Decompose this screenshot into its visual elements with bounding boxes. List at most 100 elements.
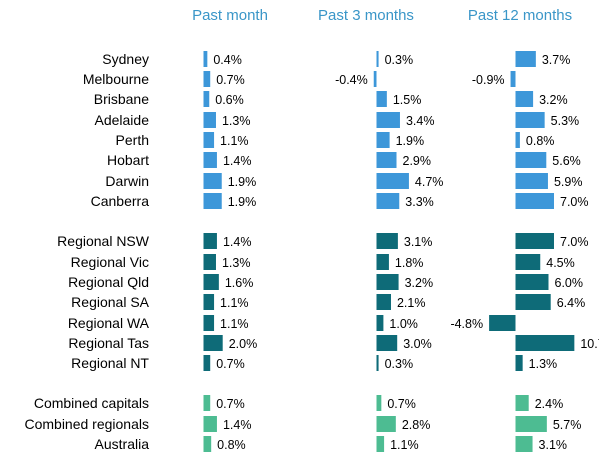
bar-past-12-months-hobart [515, 152, 547, 168]
value-label-past-month-regional-sa: 1.1% [220, 296, 249, 310]
region-label-sydney: Sydney [102, 51, 149, 67]
bar-past-12-months-canberra [515, 193, 554, 209]
value-label-past-12-months-regional-nsw: 7.0% [560, 235, 589, 249]
bar-past-12-months-regional-sa [515, 294, 551, 310]
bar-past-month-regional-tas [203, 335, 223, 351]
bar-past-3-months-regional-vic [376, 254, 389, 270]
panel-headers: Past month Past 3 months Past 12 months [192, 7, 572, 24]
bar-past-12-months-regional-nt [515, 355, 523, 371]
value-label-past-month-hobart: 1.4% [223, 154, 252, 168]
region-label-regional-nsw: Regional NSW [57, 233, 150, 249]
bar-past-month-perth [203, 132, 215, 148]
bar-past-12-months-regional-tas [515, 335, 575, 351]
bar-past-month-regional-sa [203, 294, 215, 310]
bar-past-month-sydney [203, 51, 208, 67]
value-label-past-3-months-hobart: 2.9% [403, 154, 432, 168]
bar-past-3-months-regional-wa [376, 315, 384, 331]
value-label-past-month-regional-vic: 1.3% [222, 256, 251, 270]
value-label-past-3-months-brisbane: 1.5% [393, 93, 422, 107]
value-label-past-month-combined-regionals: 1.4% [223, 418, 252, 432]
bar-past-12-months-sydney [515, 51, 536, 67]
value-label-past-3-months-regional-tas: 3.0% [403, 337, 432, 351]
bar-past-3-months-regional-nt [376, 355, 379, 371]
value-label-past-12-months-adelaide: 5.3% [551, 114, 580, 128]
region-label-regional-sa: Regional SA [71, 294, 149, 310]
bar-past-12-months-brisbane [515, 91, 534, 107]
bar-past-3-months-regional-tas [376, 335, 398, 351]
bar-past-3-months-brisbane [376, 91, 387, 107]
value-label-past-12-months-regional-qld: 6.0% [555, 276, 584, 290]
bar-past-month-regional-nsw [203, 233, 217, 249]
value-label-past-month-darwin: 1.9% [228, 175, 256, 189]
value-label-past-3-months-combined-regionals: 2.8% [402, 418, 431, 432]
panel-header-past-3-months: Past 3 months [318, 7, 414, 24]
bar-past-month-canberra [203, 193, 222, 209]
region-label-combined-capitals: Combined capitals [34, 395, 149, 411]
region-label-brisbane: Brisbane [94, 91, 149, 107]
region-label-perth: Perth [116, 132, 149, 148]
bar-past-month-regional-nt [203, 355, 211, 371]
region-label-regional-vic: Regional Vic [71, 254, 149, 270]
value-label-past-3-months-regional-nsw: 3.1% [404, 235, 433, 249]
value-label-past-month-combined-capitals: 0.7% [216, 397, 245, 411]
value-label-past-3-months-regional-wa: 1.0% [389, 317, 418, 331]
panel-past-month: 0.4% 0.7% 0.6% 1.3% 1.1% 1.4% 1.9% 1.9% 1.4% 1.3%… [203, 51, 257, 452]
value-label-past-3-months-regional-nt: 0.3% [385, 357, 414, 371]
bar-past-month-regional-wa [203, 315, 215, 331]
region-label-hobart: Hobart [107, 152, 149, 168]
region-label-regional-qld: Regional Qld [68, 274, 149, 290]
value-label-past-3-months-regional-vic: 1.8% [395, 256, 424, 270]
value-label-past-month-brisbane: 0.6% [215, 93, 244, 107]
bar-past-3-months-regional-qld [376, 274, 399, 290]
value-label-past-3-months-regional-qld: 3.2% [405, 276, 434, 290]
bar-past-12-months-adelaide [515, 112, 545, 128]
value-label-past-month-sydney: 0.4% [213, 53, 242, 67]
bar-past-3-months-melbourne [373, 71, 377, 87]
region-label-combined-regionals: Combined regionals [24, 416, 149, 432]
value-label-past-12-months-regional-tas: 10.7% [580, 337, 599, 351]
bar-past-month-combined-capitals [203, 395, 211, 411]
bar-past-month-brisbane [203, 91, 210, 107]
value-label-past-12-months-sydney: 3.7% [542, 53, 571, 67]
bar-past-12-months-australia [515, 436, 533, 452]
value-label-past-3-months-regional-sa: 2.1% [397, 296, 426, 310]
value-label-past-month-adelaide: 1.3% [222, 114, 251, 128]
bar-past-12-months-regional-vic [515, 254, 541, 270]
bar-past-month-regional-qld [203, 274, 219, 290]
value-label-past-12-months-combined-regionals: 5.7% [553, 418, 582, 432]
value-label-past-3-months-melbourne: -0.4% [335, 73, 368, 87]
bar-past-12-months-perth [515, 132, 520, 148]
value-label-past-month-regional-nsw: 1.4% [223, 235, 252, 249]
bar-past-12-months-darwin [515, 173, 548, 189]
bar-past-month-regional-vic [203, 254, 216, 270]
bar-past-month-hobart [203, 152, 217, 168]
region-labels: Sydney Melbourne Brisbane Adelaide Perth Hoba… [24, 51, 149, 452]
bar-past-month-adelaide [203, 112, 216, 128]
value-label-past-12-months-canberra: 7.0% [560, 195, 589, 209]
region-label-regional-nt: Regional NT [71, 355, 149, 371]
value-label-past-3-months-australia: 1.1% [390, 438, 419, 452]
value-label-past-3-months-darwin: 4.7% [415, 175, 444, 189]
bar-past-month-australia [203, 436, 212, 452]
bar-past-12-months-melbourne [510, 71, 516, 87]
panel-past-12-months: 3.7% -0.9% 3.2% 5.3% 0.8% 5.6% 5.9% 7.0% 7.0% 4.5… [450, 51, 599, 452]
bar-past-3-months-combined-regionals [376, 416, 396, 432]
value-label-past-3-months-sydney: 0.3% [385, 53, 414, 67]
bar-past-12-months-regional-qld [515, 274, 549, 290]
value-label-past-3-months-perth: 1.9% [396, 134, 425, 148]
value-label-past-month-perth: 1.1% [220, 134, 249, 148]
region-label-regional-wa: Regional WA [68, 315, 150, 331]
value-label-past-12-months-perth: 0.8% [526, 134, 555, 148]
bar-past-3-months-perth [376, 132, 390, 148]
region-label-adelaide: Adelaide [95, 112, 150, 128]
region-label-regional-tas: Regional Tas [68, 335, 149, 351]
value-label-past-month-canberra: 1.9% [228, 195, 256, 209]
bar-past-3-months-regional-nsw [376, 233, 398, 249]
bar-past-month-combined-regionals [203, 416, 217, 432]
bar-panels: 0.4% 0.7% 0.6% 1.3% 1.1% 1.4% 1.9% 1.9% 1.4% 1.3%… [203, 51, 599, 452]
bar-past-3-months-australia [376, 436, 385, 452]
bar-past-12-months-combined-regionals [515, 416, 547, 432]
bar-past-3-months-canberra [376, 193, 400, 209]
bar-past-3-months-sydney [376, 51, 379, 67]
